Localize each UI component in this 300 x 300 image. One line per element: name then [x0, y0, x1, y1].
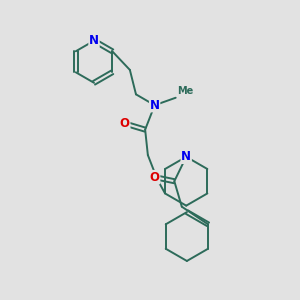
- Text: N: N: [89, 34, 99, 47]
- Text: O: O: [150, 171, 160, 184]
- Text: N: N: [181, 150, 191, 163]
- Text: O: O: [120, 117, 130, 130]
- Text: Me: Me: [177, 86, 194, 96]
- Text: N: N: [150, 99, 160, 112]
